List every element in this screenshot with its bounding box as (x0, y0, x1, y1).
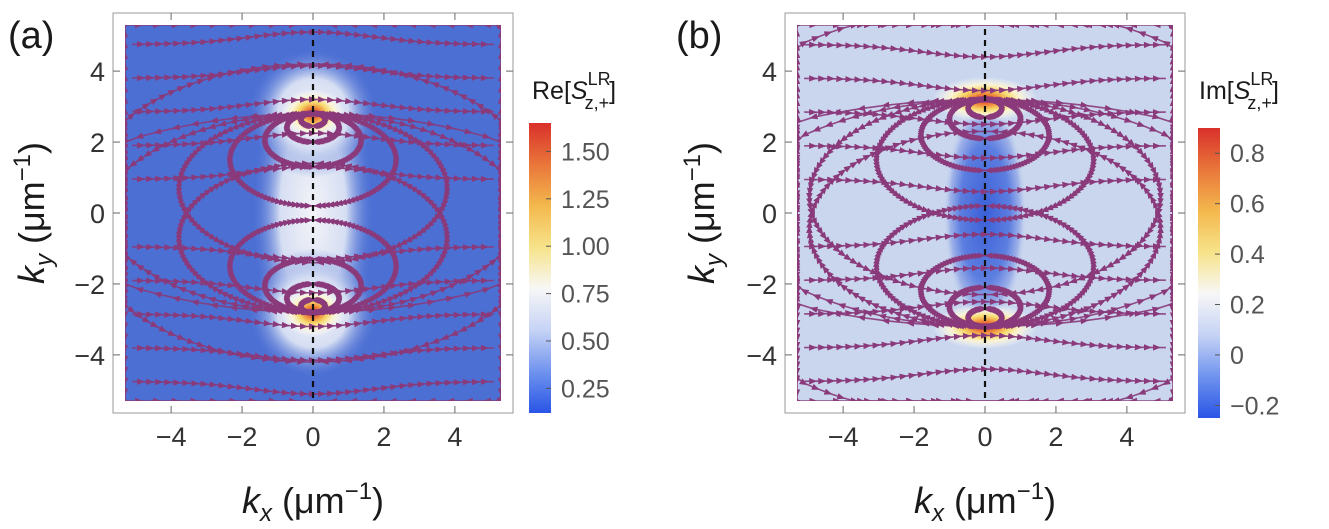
panel-b-streamline (804, 365, 1166, 385)
panel-a-colorbar-ticks: 0.25 0.50 0.75 1.00 1.25 1.50 (546, 138, 610, 403)
panel-a-streamline (132, 277, 494, 297)
panel-b-cb-prefix: Im[ (1199, 77, 1234, 105)
y-tick-label: −4 (746, 341, 777, 371)
panel-b-streamline (804, 298, 1166, 318)
panel-a-xlabel-sup: −1 (345, 478, 372, 505)
panel-a-cb-sup: LR (588, 69, 611, 89)
panel-b-y-axis-title: ky (μm−1) (679, 142, 728, 284)
panel-a-label: (a) (8, 15, 54, 57)
panel-b-xlabel-sub: x (931, 500, 945, 527)
panel-a-colorbar-title: Re[SLR z,+] (532, 69, 616, 113)
panel-b-ylabel-sup: −1 (679, 154, 706, 181)
x-tick-label: −4 (828, 422, 859, 452)
panel-b-cold-region (943, 100, 1027, 326)
panel-b-streamline (804, 75, 1166, 94)
panel-a-xlabel-close: ) (372, 480, 384, 521)
panel-a-x-axis-title: kx (μm−1) (242, 478, 384, 527)
panel-b-cb-sub: z,+ (1247, 93, 1272, 113)
panel-b-x-ticks: −4 −2 0 2 4 (828, 13, 1134, 452)
x-tick-label: −4 (156, 422, 187, 452)
panel-b-streamline (804, 142, 1166, 162)
panel-a-y-ticks: −4 −2 0 2 4 (74, 57, 513, 371)
panel-a-cb-symbol: S (571, 77, 588, 105)
colorbar-tick-label: 1.25 (561, 186, 610, 214)
panel-a-ylabel-main: k (11, 264, 52, 284)
panel-b-xlabel-close: ) (1044, 480, 1056, 521)
x-tick-label: 2 (376, 422, 391, 452)
y-tick-label: 2 (90, 128, 105, 158)
colorbar-tick-label: 1.00 (561, 233, 610, 261)
panel-a-cb-prefix: Re[ (532, 77, 571, 105)
panel-a-streamline (132, 243, 494, 263)
y-tick-label: 2 (762, 128, 777, 158)
x-tick-label: 0 (305, 422, 320, 452)
colorbar-tick-label: 0.25 (561, 375, 610, 403)
colorbar-tick-label: 0 (1230, 342, 1244, 370)
panel-b-streamlines (797, 25, 1173, 401)
panel-a-ylabel-sup: −1 (9, 154, 36, 181)
y-tick-label: 0 (762, 199, 777, 229)
colorbar-tick-label: 1.50 (561, 138, 610, 166)
panel-a-ylabel-sub: y (31, 252, 58, 268)
colorbar-tick-label: 0.4 (1230, 241, 1265, 269)
colorbar-tick-label: 0.50 (561, 328, 610, 356)
x-tick-label: −2 (899, 422, 930, 452)
panel-b-colorbar (1198, 128, 1220, 418)
panel-b-cb-suffix: ] (1272, 77, 1279, 105)
panel-a-cb-suffix: ] (609, 77, 616, 105)
x-tick-label: 0 (977, 422, 992, 452)
panel-b-xlabel-sup: −1 (1017, 478, 1044, 505)
panel-b-ylabel-close: ) (681, 142, 722, 154)
colorbar-tick-label: 0.75 (561, 281, 610, 309)
panel-b-ylabel-main: k (681, 264, 722, 284)
x-tick-label: 4 (1119, 422, 1134, 452)
panel-b-x-axis-title: kx (μm−1) (914, 478, 1056, 527)
colorbar-tick-label: 0.8 (1230, 140, 1265, 168)
panel-b-cb-symbol: S (1234, 77, 1251, 105)
panel-a-cb-sub: z,+ (585, 93, 610, 113)
panel-b-label: (b) (676, 15, 722, 57)
panel-a-x-ticks: −4 −2 0 2 4 (156, 13, 462, 452)
x-tick-label: 2 (1048, 422, 1063, 452)
y-tick-label: −2 (74, 270, 105, 300)
panel-b-streamline (804, 332, 1166, 351)
panel-a-colorbar (529, 123, 551, 413)
panel-a-xlabel-main: k (242, 480, 262, 521)
y-tick-label: 4 (762, 57, 777, 87)
panel-b-streamline (804, 264, 1166, 284)
colorbar-tick-label: 0.2 (1230, 292, 1265, 320)
colorbar-tick-label: −0.2 (1230, 392, 1279, 420)
panel-b-xlabel-unit: (μm (944, 480, 1017, 521)
panel-b-streamline (804, 231, 1166, 250)
y-tick-label: −4 (74, 341, 105, 371)
panel-b-cb-sup: LR (1250, 69, 1273, 89)
panel-b-ylabel-sub: y (701, 252, 728, 268)
panel-b-streamline (804, 176, 1166, 195)
panel-b-streamline (804, 108, 1166, 128)
panel-b-y-ticks: −4 −2 0 2 4 (746, 57, 1185, 371)
panel-a-xlabel-unit: (μm (272, 480, 345, 521)
y-tick-label: 0 (90, 199, 105, 229)
y-tick-label: −2 (746, 270, 777, 300)
colorbar-tick-label: 0.6 (1230, 191, 1265, 219)
y-tick-label: 4 (90, 57, 105, 87)
panel-a-ylabel-unit: (μm (11, 181, 52, 254)
x-tick-label: −2 (227, 422, 258, 452)
panel-a-y-axis-title: ky (μm−1) (9, 142, 58, 284)
panel-a-xlabel-sub: x (259, 500, 273, 527)
panel-b-colorbar-title: Im[SLR z,+] (1199, 69, 1279, 113)
panel-b-xlabel-main: k (914, 480, 934, 521)
panel-b-ylabel-unit: (μm (681, 181, 722, 254)
x-tick-label: 4 (447, 422, 462, 452)
panel-a-ylabel-close: ) (11, 142, 52, 154)
panel-b-colorbar-ticks: −0.2 0 0.2 0.4 0.6 0.8 (1215, 140, 1279, 420)
